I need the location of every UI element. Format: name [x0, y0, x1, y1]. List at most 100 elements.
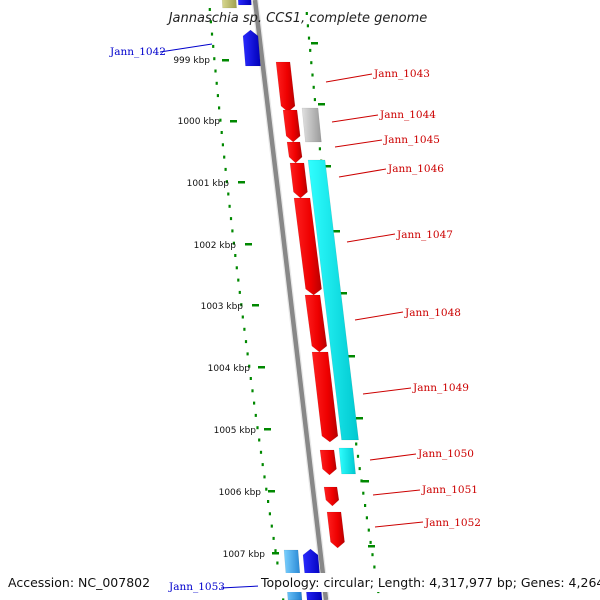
scale-dot [227, 192, 230, 196]
label-leader-lines [159, 43, 424, 589]
scale-dot [238, 290, 241, 294]
kbp-major-tick [340, 292, 347, 295]
gene-jann-1050 [319, 449, 337, 476]
kbp-label-1005: 1005 kbp [214, 426, 257, 436]
leader-line [372, 489, 421, 496]
leader-line [369, 453, 417, 461]
scale-dot [369, 540, 372, 544]
scale-dot [246, 352, 249, 356]
genome-backbone-line [252, 0, 329, 600]
gene-label-jann-1048[interactable]: Jann_1048 [404, 307, 461, 319]
gene-label-jann-1047[interactable]: Jann_1047 [396, 229, 453, 241]
gene-label-jann-1053[interactable]: Jann_1053 [168, 581, 225, 593]
scale-dot [256, 426, 259, 430]
gene-label-jann-1042[interactable]: Jann_1042 [109, 46, 166, 58]
rna-jann-1050 [338, 447, 356, 475]
scale-dot [270, 524, 273, 528]
leader-line [159, 43, 213, 53]
kbp-major-tick [311, 42, 318, 45]
leader-line [331, 114, 379, 123]
scale-dot [306, 24, 309, 28]
gene-jann-1052 [326, 511, 345, 549]
kbp-label-1007: 1007 kbp [223, 550, 266, 560]
gene-label-jann-1043[interactable]: Jann_1043 [373, 68, 430, 80]
scale-dot [268, 512, 271, 516]
gene-label-jann-1051[interactable]: Jann_1051 [421, 484, 478, 496]
scale-dot [234, 254, 237, 257]
scale-dot [244, 340, 248, 344]
scale-dot [237, 278, 240, 282]
gene-label-jann-1045[interactable]: Jann_1045 [383, 134, 440, 146]
scale-dot [373, 565, 376, 569]
scale-dot [209, 20, 212, 24]
scale-dot [312, 85, 315, 89]
scale-dot [248, 364, 251, 368]
scale-dot [228, 204, 231, 208]
scale-dot [282, 598, 285, 600]
leader-line [325, 73, 373, 83]
scale-dot [214, 69, 217, 73]
scale-dot [223, 155, 226, 159]
scale-dot [254, 413, 257, 417]
leader-line [374, 521, 424, 528]
kbp-major-tick [245, 243, 252, 246]
genome-summary-text: Topology: circular; Length: 4,317,977 bp… [260, 575, 600, 590]
kbp-major-tick [318, 103, 325, 106]
scale-dot [232, 241, 235, 245]
scale-dot [307, 36, 311, 40]
kbp-label-999: 999 kbp [173, 56, 210, 66]
leader-line [220, 585, 261, 589]
scale-dot [224, 167, 227, 171]
rna-jann-1046 [307, 159, 359, 441]
scale-dot [258, 438, 261, 442]
gene-label-jann-1049[interactable]: Jann_1049 [412, 382, 469, 394]
gene-jann-1048 [304, 294, 328, 353]
scale-dot [267, 500, 270, 503]
gene-label-jann-1052[interactable]: Jann_1052 [424, 517, 481, 529]
kbp-major-tick [252, 304, 259, 307]
scale-dot [216, 94, 219, 98]
scale-dot [367, 528, 370, 532]
accession-text: Accession: NC_007802 [8, 575, 150, 590]
kbp-label-1004: 1004 kbp [208, 364, 251, 374]
gene-label-jann-1050[interactable]: Jann_1050 [417, 448, 474, 460]
scale-dot [240, 303, 243, 307]
scale-dot [249, 377, 252, 380]
kbp-label-1001: 1001 kbp [187, 179, 230, 189]
scale-dot [219, 118, 222, 122]
scale-dot [212, 44, 215, 48]
genome-title: Jannaschia sp. CCS1, complete genome [166, 11, 428, 26]
gene-label-jann-1044[interactable]: Jann_1044 [379, 109, 436, 121]
scale-dots-inner [208, 8, 285, 600]
scale-dot [208, 8, 211, 11]
kbp-label-1000: 1000 kbp [178, 117, 221, 127]
scale-dot [318, 147, 321, 151]
kbp-major-tick [230, 120, 237, 123]
scale-dot [310, 61, 313, 65]
kbp-ticks [222, 42, 375, 555]
leader-line [338, 168, 387, 178]
gene-label-jann-1046[interactable]: Jann_1046 [387, 163, 444, 175]
kbp-label-1002: 1002 kbp [194, 241, 237, 251]
kbp-major-tick [356, 417, 363, 420]
scale-dot [356, 454, 360, 458]
gene-jann-1043 [275, 61, 296, 113]
gene-jann-1049 [311, 351, 339, 443]
gene-jann-1051 [323, 486, 340, 507]
scale-dot [309, 48, 312, 52]
scale-dot [229, 217, 233, 221]
scale-dot [371, 553, 374, 557]
leader-line [334, 139, 383, 148]
leader-line [346, 233, 396, 243]
scale-dot [231, 229, 234, 233]
kbp-major-tick [268, 490, 275, 493]
scale-dot [241, 315, 244, 319]
kbp-major-tick [222, 59, 229, 62]
gene-jann-1046 [286, 141, 303, 164]
footer-backdrop [258, 573, 592, 592]
gene-jann-1047-a [289, 162, 308, 199]
scale-dot [235, 266, 238, 270]
leader-line [362, 387, 412, 395]
scale-dot [272, 536, 275, 540]
